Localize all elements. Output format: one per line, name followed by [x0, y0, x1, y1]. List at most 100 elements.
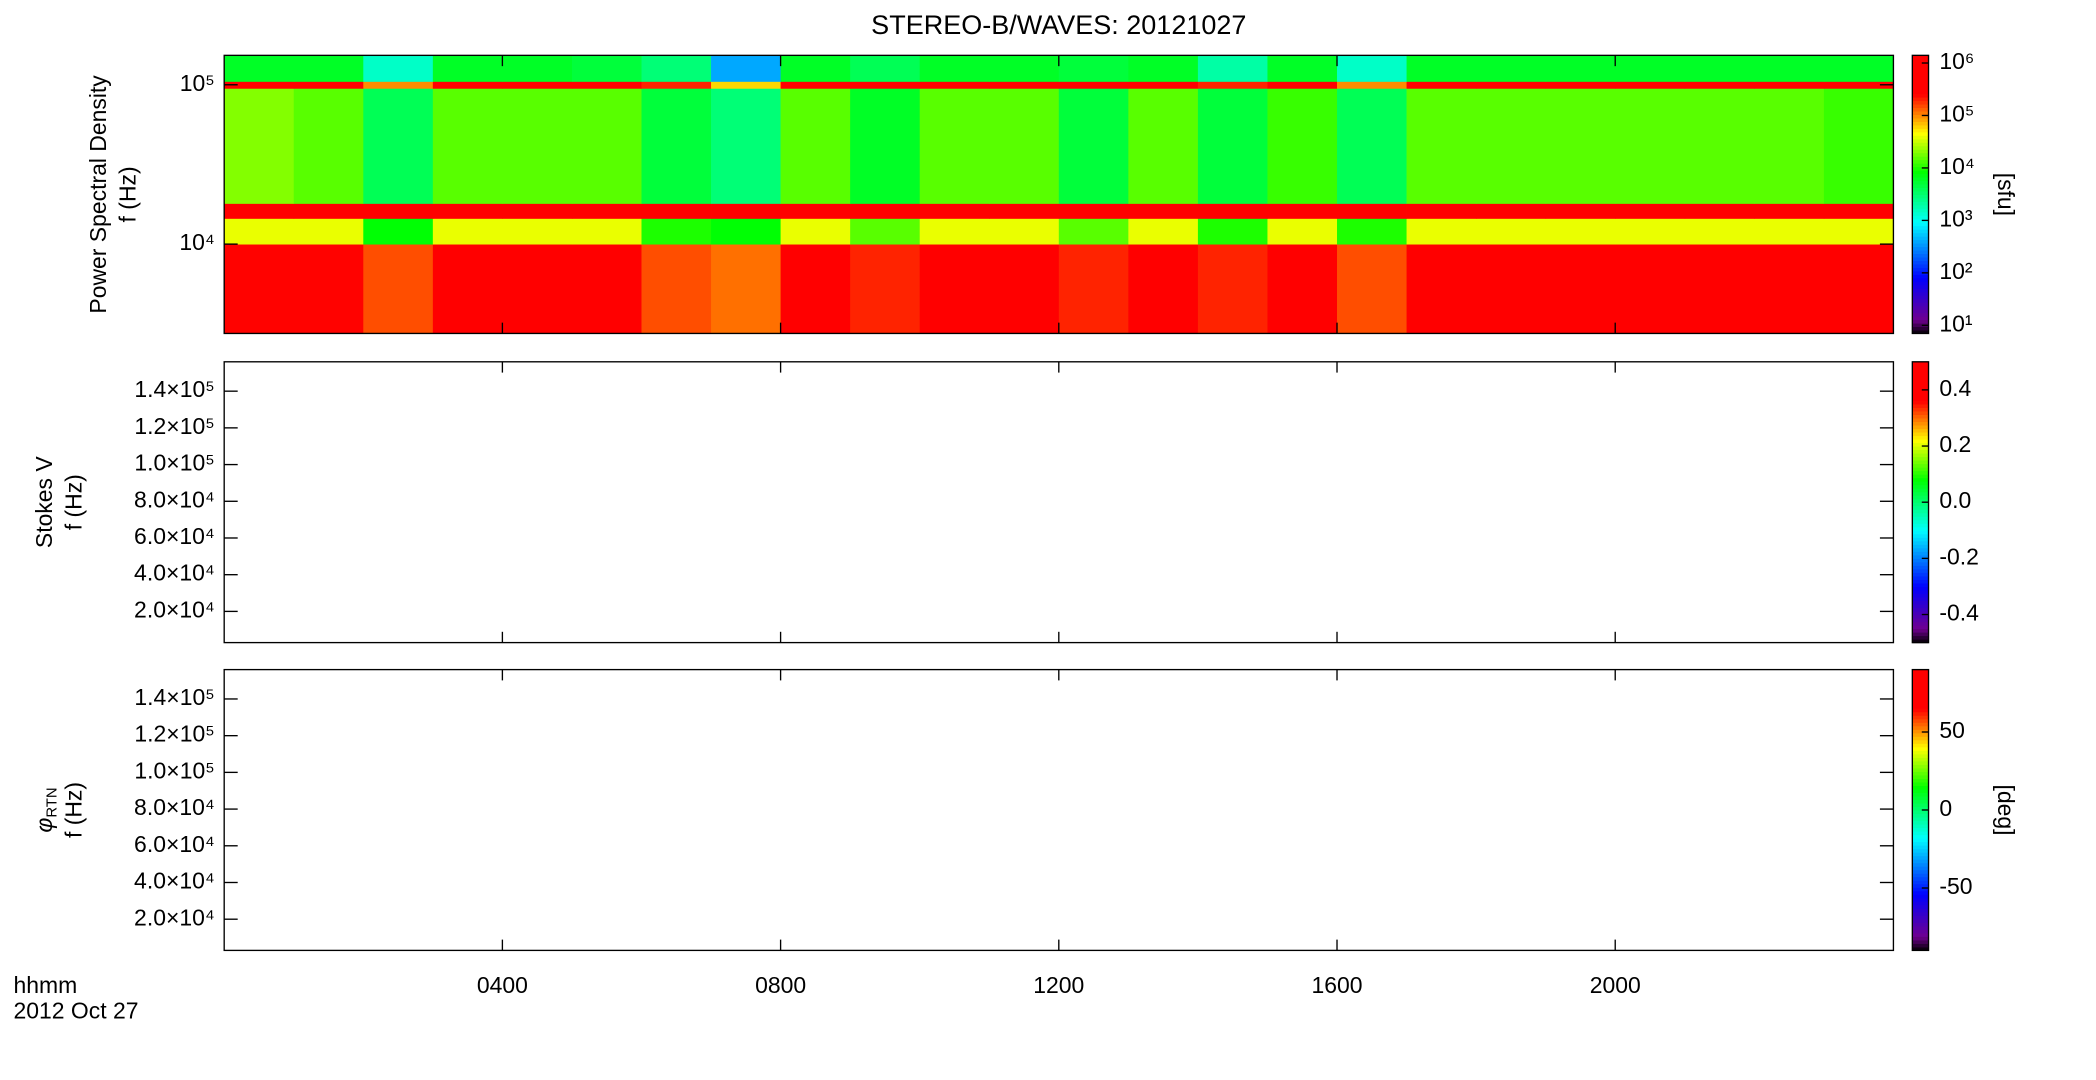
heatmap-cell: [571, 203, 642, 219]
colorbar-swatch: [1912, 104, 1929, 109]
heatmap-cell: [502, 81, 573, 89]
heatmap-cell: [502, 88, 573, 204]
colorbar-swatch: [1912, 887, 1929, 892]
colorbar-swatch: [1912, 222, 1929, 227]
heatmap-cell: [432, 218, 503, 245]
heatmap-cell: [1337, 218, 1407, 245]
y-axis-label-symbol: φ: [31, 818, 57, 833]
colorbar-swatch: [1912, 540, 1929, 545]
heatmap-cell: [1615, 218, 1686, 245]
heatmap-cell: [850, 55, 921, 82]
colorbar-swatch: [1912, 114, 1929, 119]
colorbar-swatch: [1912, 880, 1929, 885]
colorbar-swatch: [1912, 792, 1929, 797]
colorbar-swatch: [1912, 58, 1929, 63]
colorbar-swatch: [1912, 309, 1929, 314]
heatmap-cell: [1128, 55, 1199, 82]
y-tick-label: 8.0×10⁴: [134, 486, 215, 512]
colorbar-tick-label: 0.4: [1939, 375, 1971, 401]
panel-frame: [223, 668, 1895, 952]
colorbar-swatch: [1912, 79, 1929, 84]
colorbar-swatch: [1912, 586, 1929, 591]
heatmap-cell: [1545, 244, 1616, 334]
colorbar-swatch: [1912, 718, 1929, 723]
heatmap-cell: [1476, 55, 1547, 82]
colorbar-swatch: [1912, 817, 1929, 822]
colorbar-swatch: [1912, 76, 1929, 81]
colorbar-swatch: [1912, 883, 1929, 888]
colorbar-swatch: [1912, 208, 1929, 213]
heatmap-cell: [363, 244, 434, 334]
x-tick-label: 1200: [1033, 972, 1084, 998]
colorbar-swatch: [1912, 911, 1929, 916]
heatmap-cell: [293, 55, 364, 82]
colorbar-swatch: [1912, 925, 1929, 930]
colorbar-swatch: [1912, 460, 1929, 465]
colorbar-swatch: [1912, 229, 1929, 234]
heatmap-cell: [502, 203, 573, 219]
heatmap-cell: [571, 218, 642, 245]
y-tick-label: 2.0×10⁴: [134, 596, 215, 622]
colorbar-swatch: [1912, 372, 1929, 377]
heatmap-cell: [1754, 218, 1825, 245]
colorbar-swatch: [1912, 533, 1929, 538]
heatmap-cell: [502, 55, 573, 82]
colorbar-swatch: [1912, 732, 1929, 737]
colorbar-swatch: [1912, 424, 1929, 430]
colorbar-swatch: [1912, 421, 1929, 426]
heatmap-cell: [989, 203, 1060, 219]
heatmap-cell: [850, 244, 921, 334]
heatmap-cell: [1128, 218, 1199, 245]
heatmap-cell: [432, 81, 503, 89]
y-tick-label: 1.2×10⁵: [134, 721, 214, 747]
colorbar-swatch: [1912, 442, 1929, 447]
heatmap-cell: [1267, 244, 1338, 334]
heatmap-cell: [919, 81, 990, 89]
heatmap-cell: [1545, 88, 1616, 204]
colorbar-swatch: [1912, 86, 1929, 91]
colorbar-swatch: [1912, 774, 1929, 779]
colorbar-swatch: [1912, 152, 1929, 157]
colorbar-swatch: [1912, 628, 1929, 633]
colorbar-swatch: [1912, 544, 1929, 549]
colorbar-swatch: [1912, 683, 1929, 688]
colorbar-swatch: [1912, 170, 1929, 175]
heatmap-cell: [711, 55, 782, 82]
colorbar-swatch: [1912, 239, 1929, 244]
heatmap-cell: [224, 203, 295, 219]
colorbar-swatch: [1912, 760, 1929, 765]
colorbar-swatch: [1912, 929, 1929, 934]
heatmap-cell: [641, 55, 712, 82]
colorbar-swatch: [1912, 477, 1929, 482]
colorbar-swatch: [1912, 407, 1929, 412]
colorbar-swatch: [1912, 512, 1929, 517]
colorbar-swatch: [1912, 932, 1929, 937]
colorbar-swatch: [1912, 488, 1929, 493]
colorbar-swatch: [1912, 456, 1929, 461]
colorbar-swatch: [1912, 894, 1929, 899]
colorbar-tick-label: -0.2: [1939, 543, 1979, 569]
colorbar-swatch: [1912, 936, 1929, 941]
heatmap-cell: [1615, 55, 1686, 82]
heatmap-cell: [1684, 203, 1755, 219]
heatmap-cell: [641, 81, 712, 89]
heatmap-cell: [641, 203, 712, 219]
colorbar-swatch: [1912, 215, 1929, 220]
y-axis-sublabel: f (Hz): [115, 166, 141, 222]
heatmap-cell: [571, 244, 642, 334]
colorbar-swatch: [1912, 100, 1929, 105]
colorbar-swatch: [1912, 845, 1929, 850]
colorbar-swatch: [1912, 256, 1929, 261]
colorbar-swatch: [1912, 470, 1929, 475]
colorbar-swatch: [1912, 277, 1929, 282]
colorbar-swatch: [1912, 764, 1929, 769]
colorbar-swatch: [1912, 908, 1929, 913]
heatmap-cell: [432, 203, 503, 219]
colorbar-swatch: [1912, 166, 1929, 171]
heatmap-cell: [780, 55, 851, 82]
colorbar-swatch: [1912, 781, 1929, 786]
heatmap-cell: [989, 81, 1060, 89]
colorbar-swatch: [1912, 62, 1929, 67]
colorbar-swatch: [1912, 551, 1929, 556]
